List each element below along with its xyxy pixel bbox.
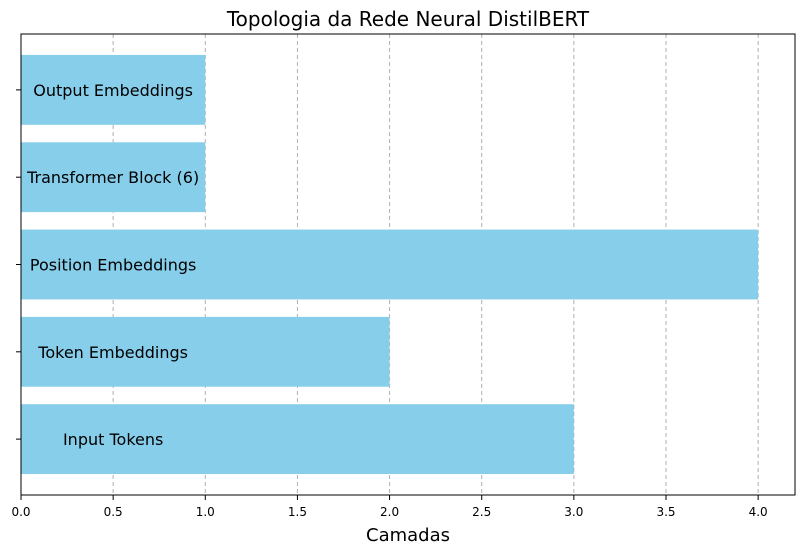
- x-tick-label: 3.0: [564, 505, 583, 519]
- x-ticks: 0.0 0.5 1.0 1.5 2.0 2.5 3.0 3.5 4.0: [11, 495, 768, 519]
- bar-label: Token Embeddings: [37, 343, 188, 362]
- y-ticks: [16, 89, 21, 440]
- x-tick-label: 1.5: [288, 505, 307, 519]
- bar: [21, 142, 206, 213]
- x-tick-label: 4.0: [749, 505, 768, 519]
- bar: [21, 54, 206, 125]
- bar: [21, 404, 574, 475]
- chart-title: Topologia da Rede Neural DistilBERT: [226, 7, 590, 31]
- bar-label: Position Embeddings: [30, 256, 196, 275]
- x-tick-label: 1.0: [196, 505, 215, 519]
- bar-label: Transformer Block (6): [26, 168, 199, 187]
- x-tick-label: 2.5: [472, 505, 491, 519]
- bar: [21, 316, 390, 387]
- bar: [21, 229, 759, 300]
- x-tick-label: 0.0: [11, 505, 30, 519]
- bar-label: Input Tokens: [63, 430, 163, 449]
- x-tick-label: 3.5: [656, 505, 675, 519]
- x-tick-label: 2.0: [380, 505, 399, 519]
- bars: [21, 54, 759, 475]
- x-tick-label: 0.5: [104, 505, 123, 519]
- bar-labels: Input Tokens Token Embeddings Position Emb…: [26, 81, 199, 449]
- bar-label: Output Embeddings: [33, 81, 193, 100]
- x-axis-label: Camadas: [366, 525, 450, 546]
